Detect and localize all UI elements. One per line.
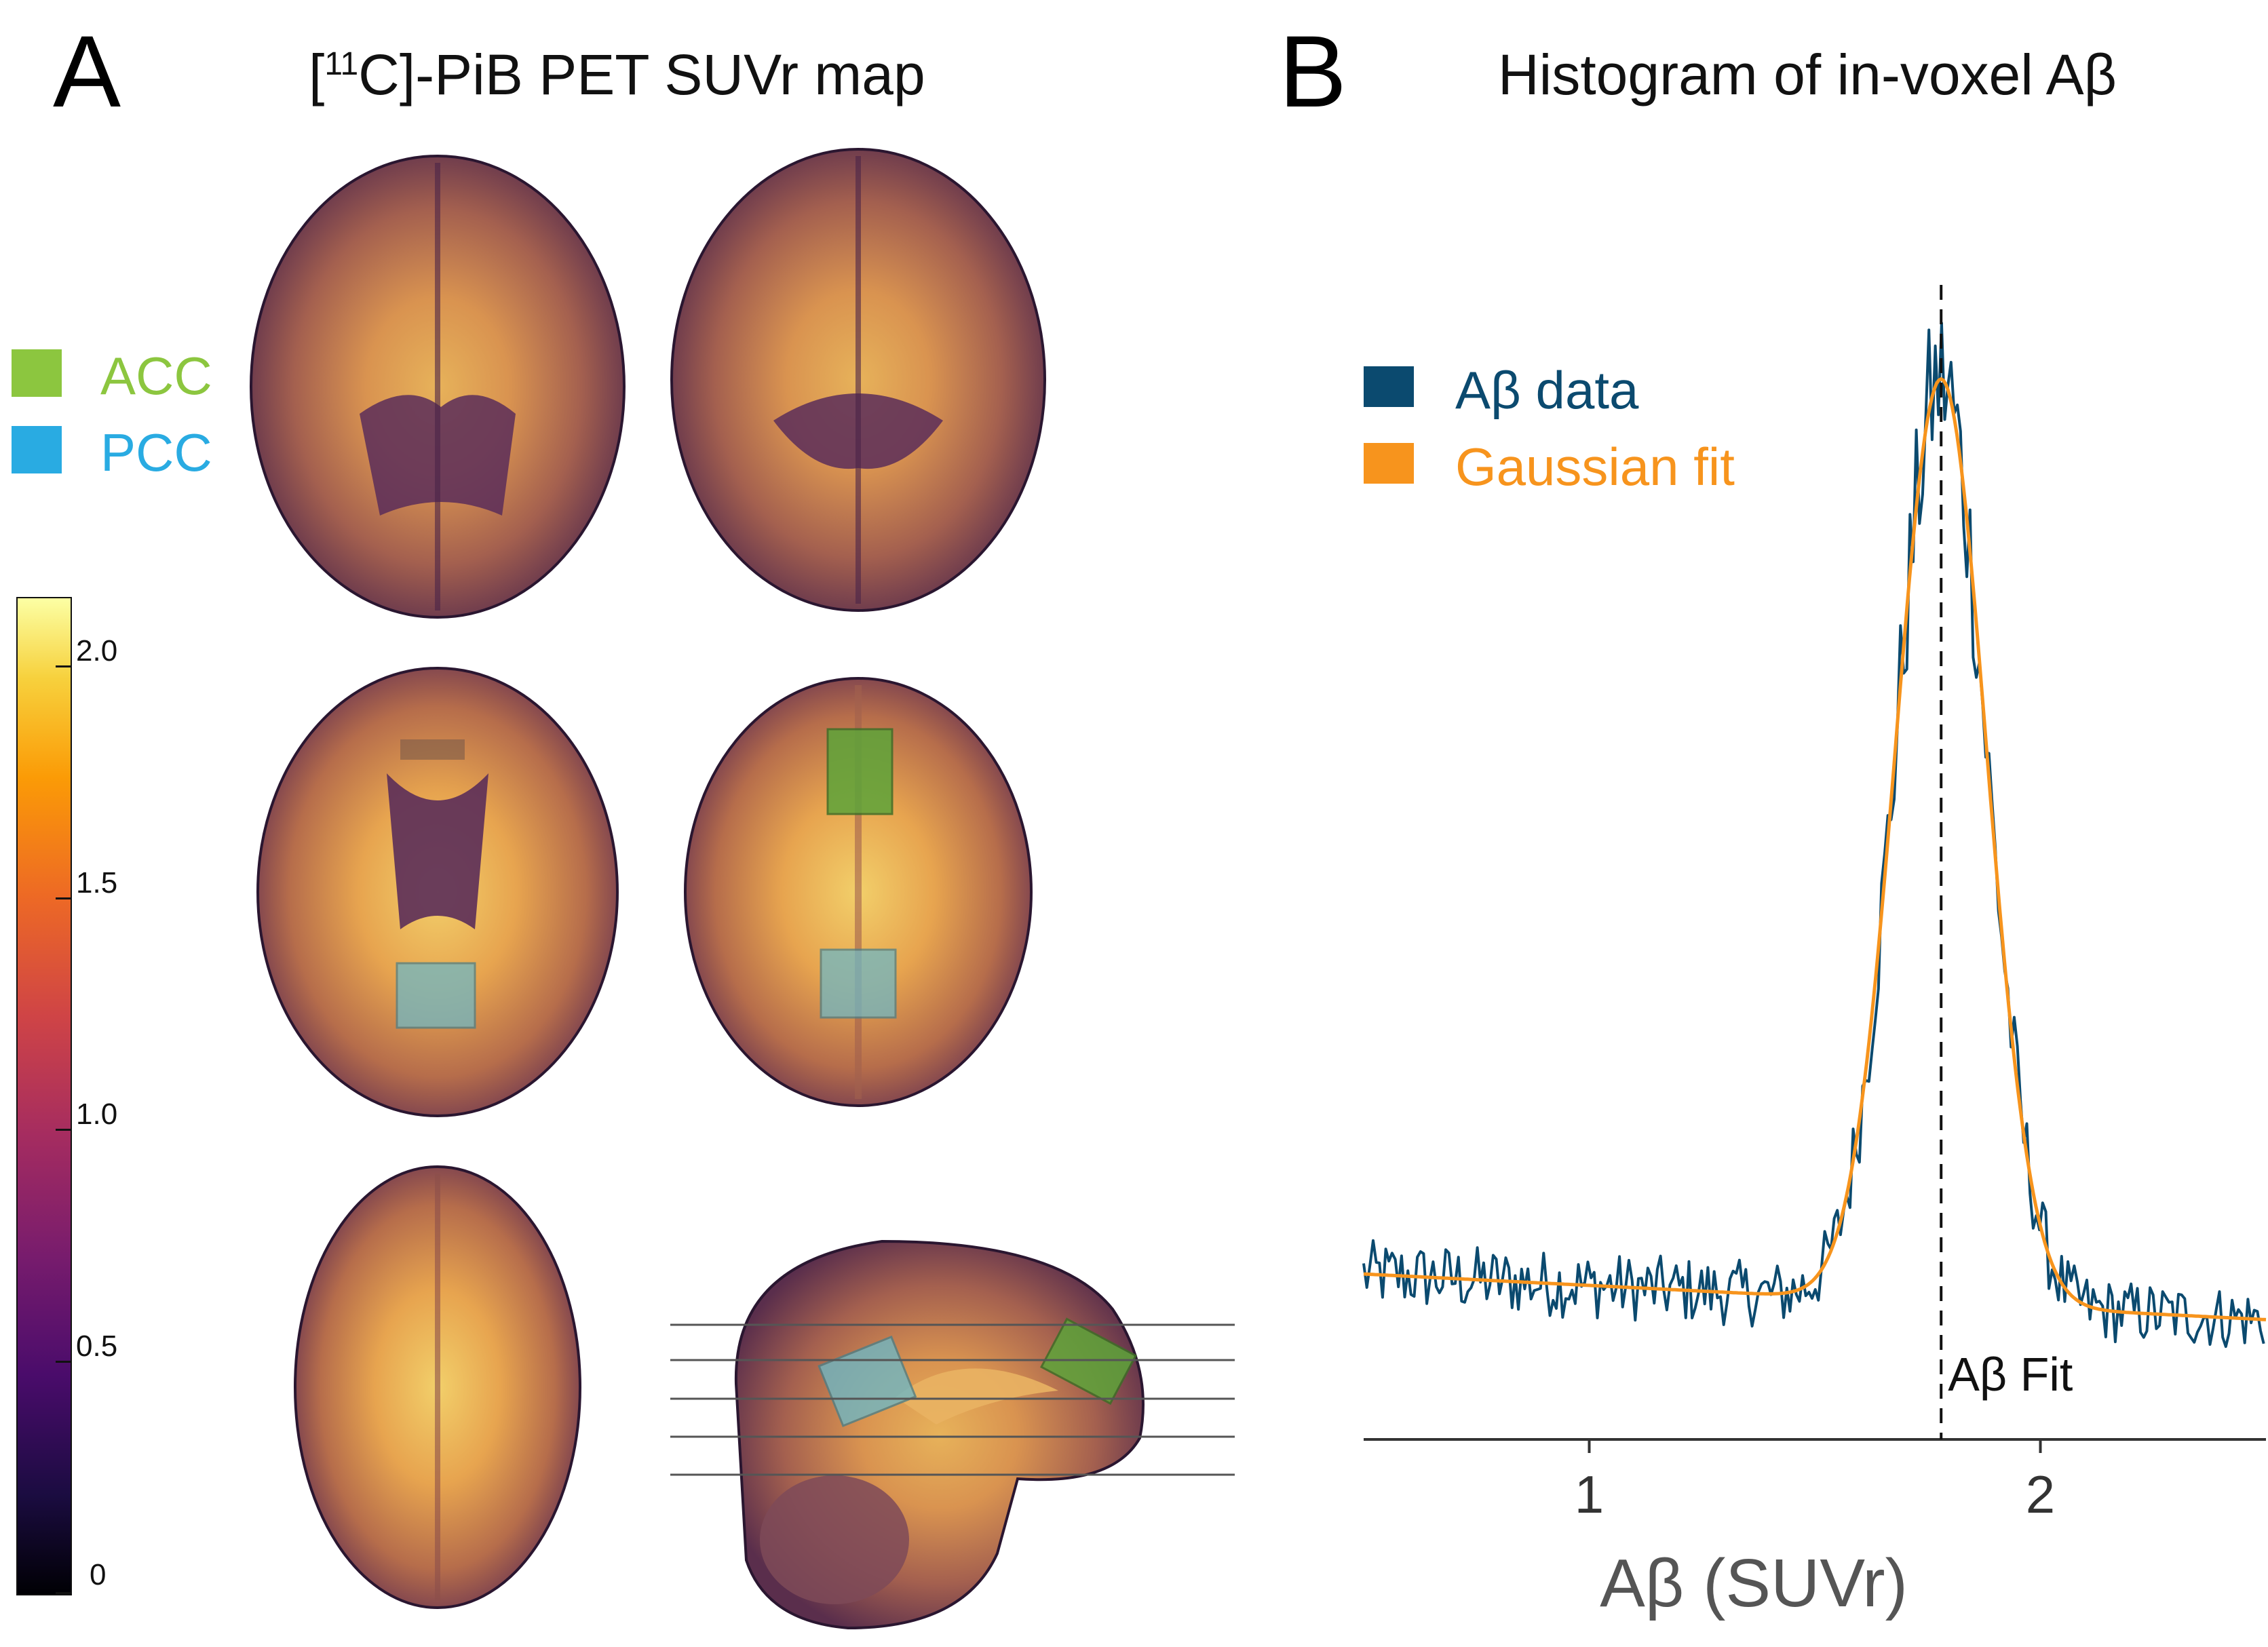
acc-legend-swatch bbox=[12, 349, 62, 397]
panel-a-letter: A bbox=[53, 14, 121, 128]
colorbar-tick bbox=[56, 1129, 72, 1131]
panel-a-title-suffix: C]-PiB PET SUVr map bbox=[358, 43, 925, 106]
pcc-legend-swatch bbox=[12, 426, 62, 473]
fit-peak-label: Aβ Fit bbox=[1948, 1348, 2073, 1401]
pcc-legend-label: PCC bbox=[100, 423, 212, 482]
x-axis-label: Aβ (SUVr) bbox=[1600, 1545, 1908, 1621]
colorbar-tick-label: 0.5 bbox=[76, 1329, 118, 1363]
legend-label-gaussian-fit: Gaussian fit bbox=[1455, 437, 1735, 497]
panel-a-title-prefix: [ bbox=[309, 43, 325, 106]
brain-slice-axial-3 bbox=[256, 667, 619, 1117]
brain-slice-sagittal bbox=[670, 1239, 1235, 1630]
series-gaussian-fit-line bbox=[1363, 376, 2267, 1321]
legend-swatch-abeta-data bbox=[1364, 366, 1414, 407]
legend-label-abeta-data: Aβ data bbox=[1455, 360, 1639, 420]
colorbar-tick-label: 0 bbox=[90, 1558, 107, 1591]
panel-a-title: [11C]-PiB PET SUVr map bbox=[309, 46, 925, 103]
brain-slice-axial-2 bbox=[670, 148, 1046, 612]
colorbar-tick bbox=[56, 1360, 72, 1363]
colorbar-tick-label: 1.5 bbox=[76, 866, 118, 899]
colorbar bbox=[16, 597, 72, 1595]
colorbar-tick bbox=[56, 665, 72, 668]
colorbar-tick-label: 1.0 bbox=[76, 1098, 118, 1131]
pcc-roi bbox=[820, 948, 897, 1019]
colorbar-tick bbox=[56, 897, 72, 899]
colorbar-tick-label: 2.0 bbox=[76, 634, 118, 668]
acc-legend-label: ACC bbox=[100, 346, 212, 406]
brain-slice-axial-5 bbox=[294, 1165, 581, 1609]
panel-a-title-superscript: 11 bbox=[324, 46, 359, 82]
x-tick-label: 1 bbox=[1575, 1465, 1604, 1524]
acc-roi bbox=[826, 728, 893, 815]
series-abeta-data-line bbox=[1362, 322, 2265, 1349]
brain-slice-axial-4 bbox=[684, 677, 1033, 1107]
histogram-chart: 1 2 Aβ Fit Aβ (SUVr) Aβ data Gaussian fit bbox=[1362, 285, 2267, 1621]
panel-b-title: Histogram of in-voxel Aβ bbox=[1498, 43, 2117, 106]
panel-b-letter: B bbox=[1279, 14, 1347, 128]
x-tick-label: 2 bbox=[2026, 1465, 2055, 1524]
legend-swatch-gaussian-fit bbox=[1364, 443, 1414, 484]
colorbar-tick bbox=[56, 1592, 72, 1594]
brain-slice-axial-1 bbox=[250, 155, 626, 619]
